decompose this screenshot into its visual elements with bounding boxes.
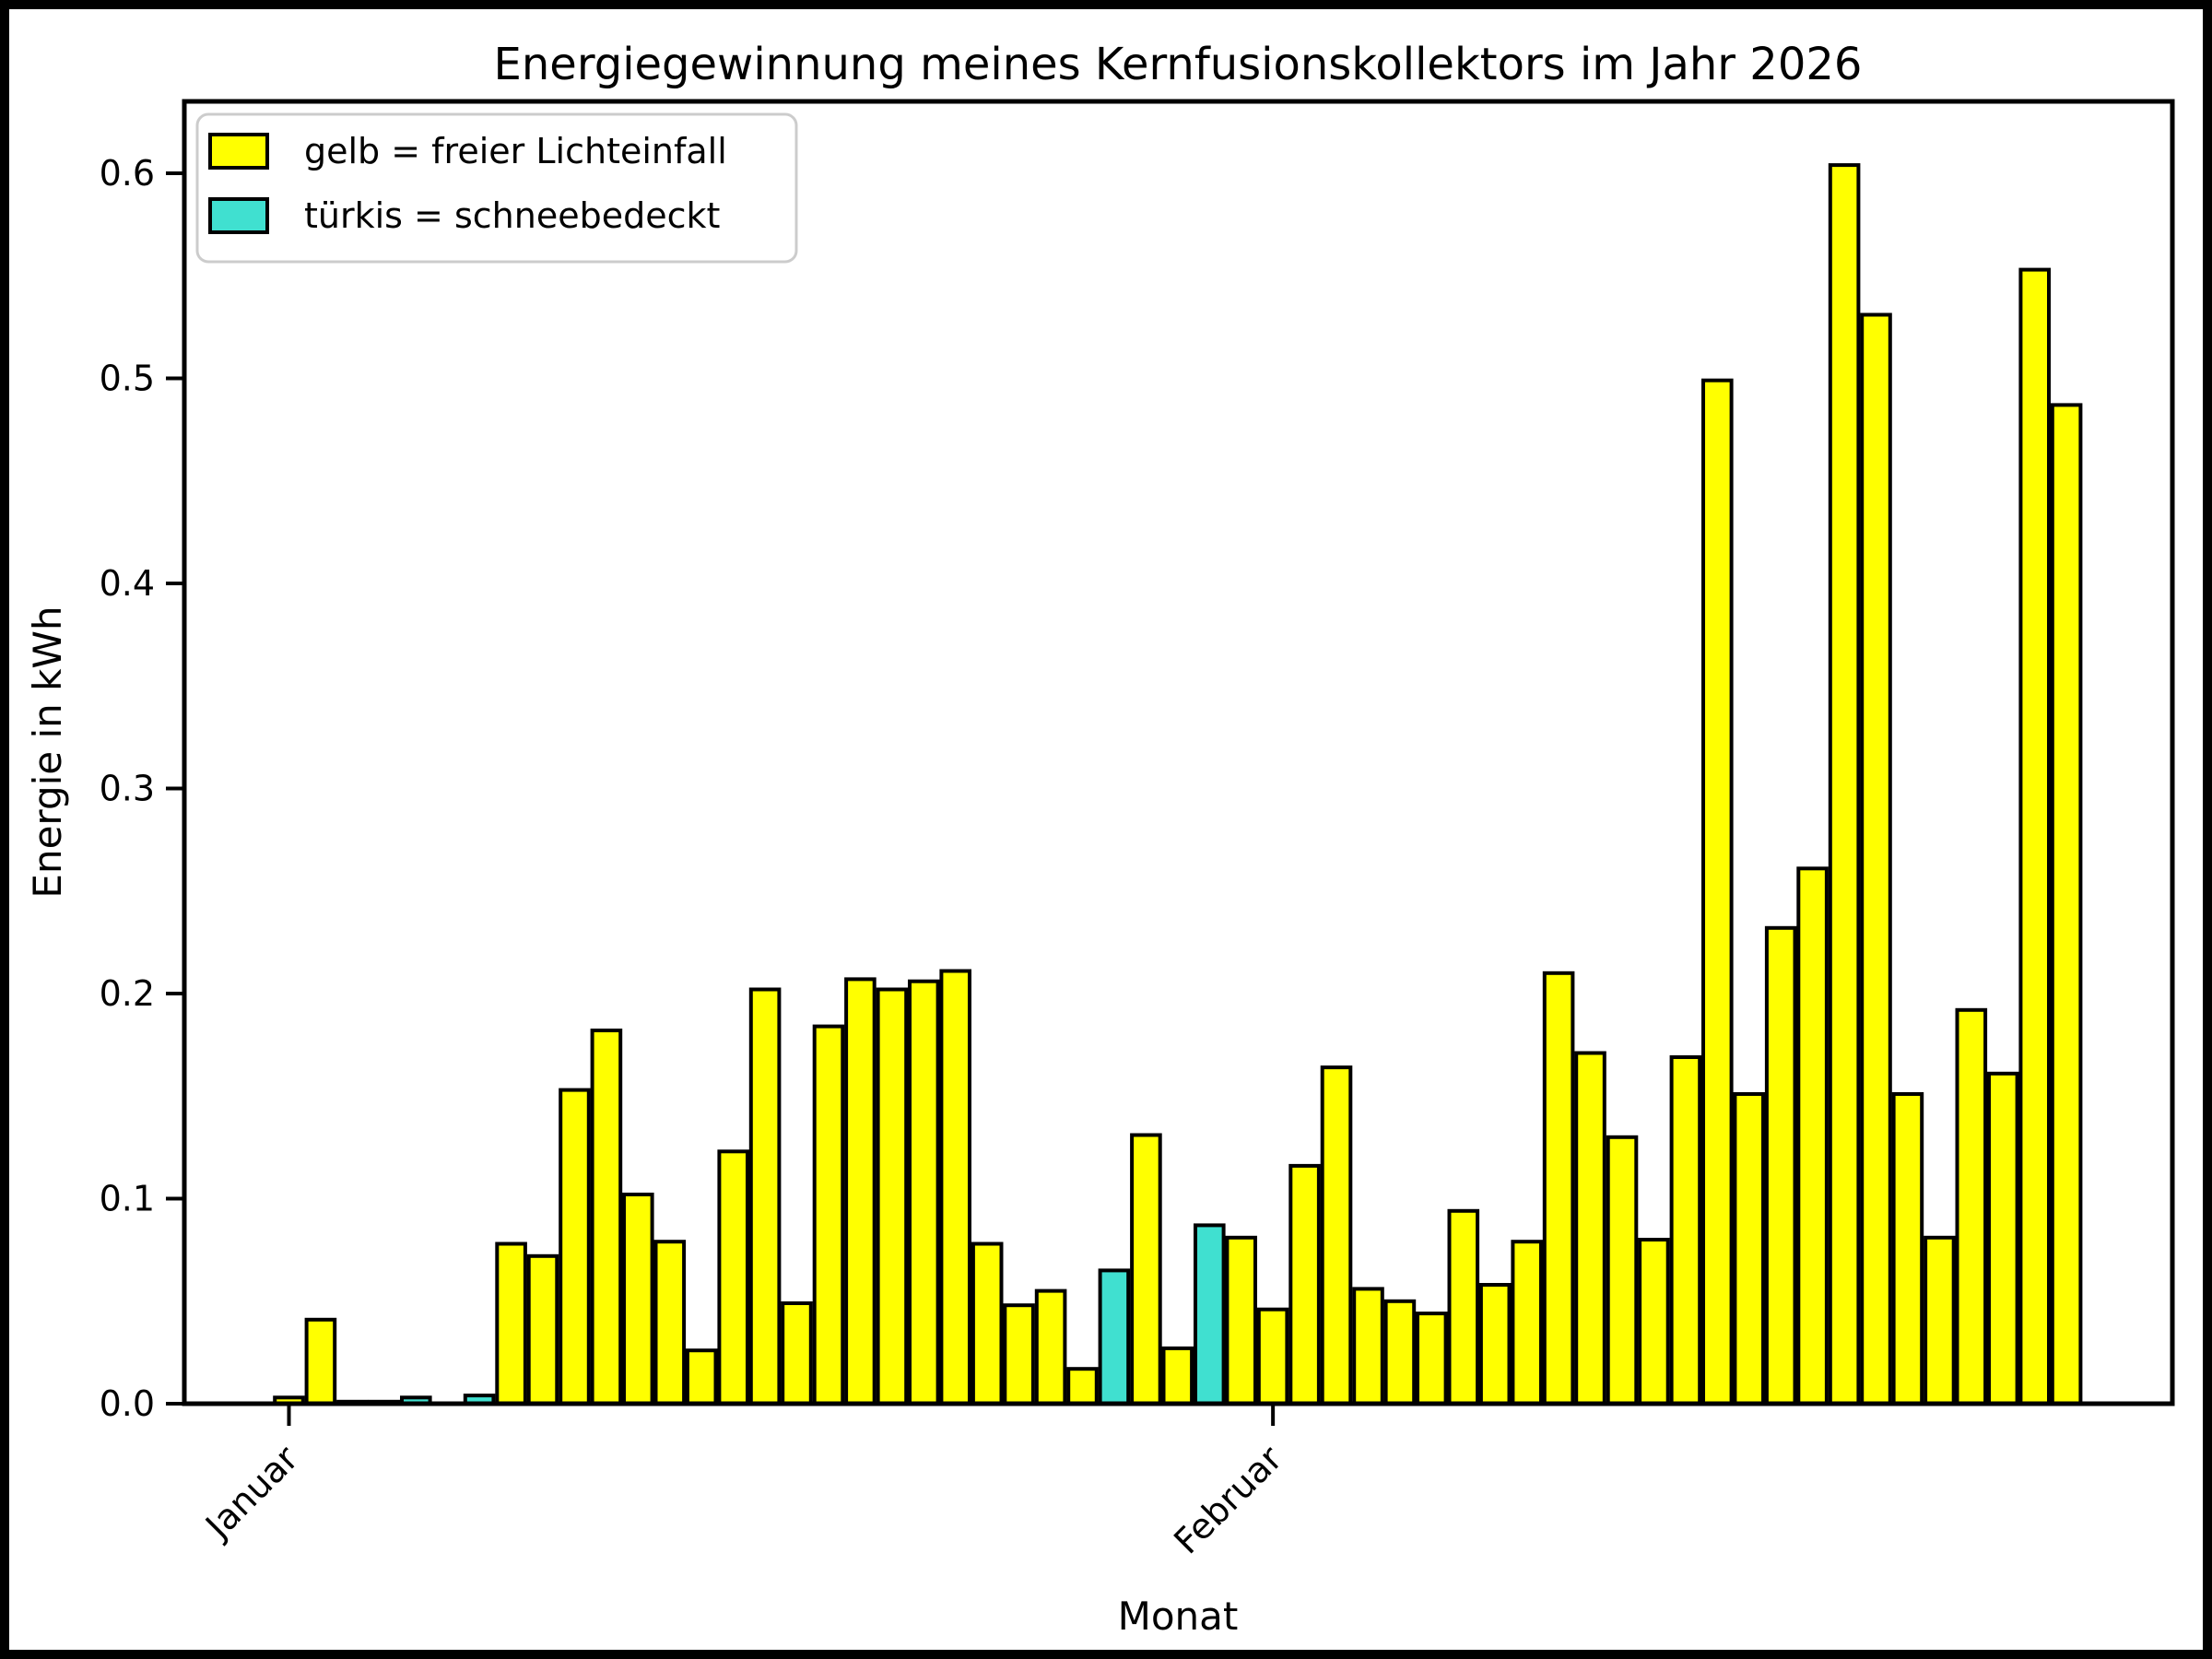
bar — [1511, 1240, 1544, 1406]
y-axis-label: Energie in kWh — [25, 606, 70, 898]
bar — [1924, 1235, 1956, 1406]
bar — [1987, 1071, 2019, 1406]
bar — [1606, 1135, 1639, 1406]
bar — [717, 1149, 750, 1406]
y-tick-label: 0.6 — [100, 153, 155, 194]
bars-group — [273, 163, 2083, 1406]
bar — [1383, 1299, 1417, 1406]
legend-label-snow-covered: türkis = schneebedeckt — [304, 195, 720, 236]
y-tick-label: 0.2 — [100, 973, 155, 1014]
bar — [1891, 1092, 1924, 1406]
x-tick-label: Februar — [1166, 1438, 1290, 1562]
bar — [1066, 1367, 1099, 1406]
bar — [1542, 971, 1575, 1406]
legend-patch-snow-covered-icon — [208, 197, 269, 234]
y-tick-label: 0.5 — [100, 359, 155, 399]
bar — [781, 1301, 813, 1406]
bar — [622, 1193, 654, 1406]
x-axis-label: Monat — [1118, 1594, 1239, 1639]
bar — [1034, 1288, 1067, 1406]
bar — [304, 1317, 337, 1406]
bar — [559, 1088, 591, 1406]
bar — [1478, 1283, 1512, 1406]
chart-title: Energiegewinnung meines Kernfusionskolle… — [494, 39, 1863, 90]
bar — [1288, 1163, 1321, 1406]
bar — [2018, 267, 2051, 1406]
bar — [876, 987, 909, 1406]
bar — [1955, 1007, 1988, 1406]
bar — [1225, 1235, 1258, 1406]
bar — [748, 987, 782, 1406]
bar — [1860, 312, 1892, 1406]
bar — [1320, 1065, 1353, 1406]
bar — [1416, 1312, 1448, 1406]
bar — [1130, 1133, 1162, 1406]
bar — [1701, 378, 1734, 1406]
bar — [1638, 1238, 1670, 1406]
plot-spines — [182, 99, 2175, 1406]
bar — [590, 1029, 623, 1406]
bar — [1828, 163, 1861, 1406]
bar — [685, 1348, 718, 1406]
bar — [1194, 1223, 1226, 1406]
bar — [1161, 1346, 1194, 1406]
bar — [2050, 403, 2083, 1406]
y-tick-label: 0.0 — [100, 1383, 155, 1424]
y-tick-label: 0.4 — [100, 563, 155, 604]
bar — [1764, 925, 1797, 1406]
legend-patch-free-light-icon — [208, 133, 269, 170]
bar — [1574, 1051, 1606, 1406]
legend-frame — [195, 112, 798, 264]
bar — [526, 1253, 559, 1406]
bar — [939, 969, 972, 1406]
bar — [812, 1024, 845, 1406]
x-tick-label: Januar — [196, 1438, 306, 1547]
bar — [1352, 1287, 1384, 1406]
bar — [1669, 1055, 1702, 1406]
bar — [908, 979, 940, 1406]
y-tick-label: 0.1 — [100, 1179, 155, 1219]
bar — [1447, 1208, 1480, 1406]
bar — [1256, 1307, 1289, 1406]
legend: gelb = freier Lichteinfall türkis = schn… — [195, 112, 798, 264]
bar — [653, 1240, 687, 1406]
bar — [495, 1241, 527, 1406]
bar — [1796, 866, 1829, 1406]
bar — [1733, 1092, 1766, 1406]
bar — [1098, 1268, 1131, 1406]
legend-label-free-light: gelb = freier Lichteinfall — [304, 131, 727, 171]
y-tick-label: 0.3 — [100, 769, 155, 809]
bar — [971, 1241, 1004, 1406]
bar — [844, 977, 877, 1406]
bar — [1003, 1303, 1035, 1406]
